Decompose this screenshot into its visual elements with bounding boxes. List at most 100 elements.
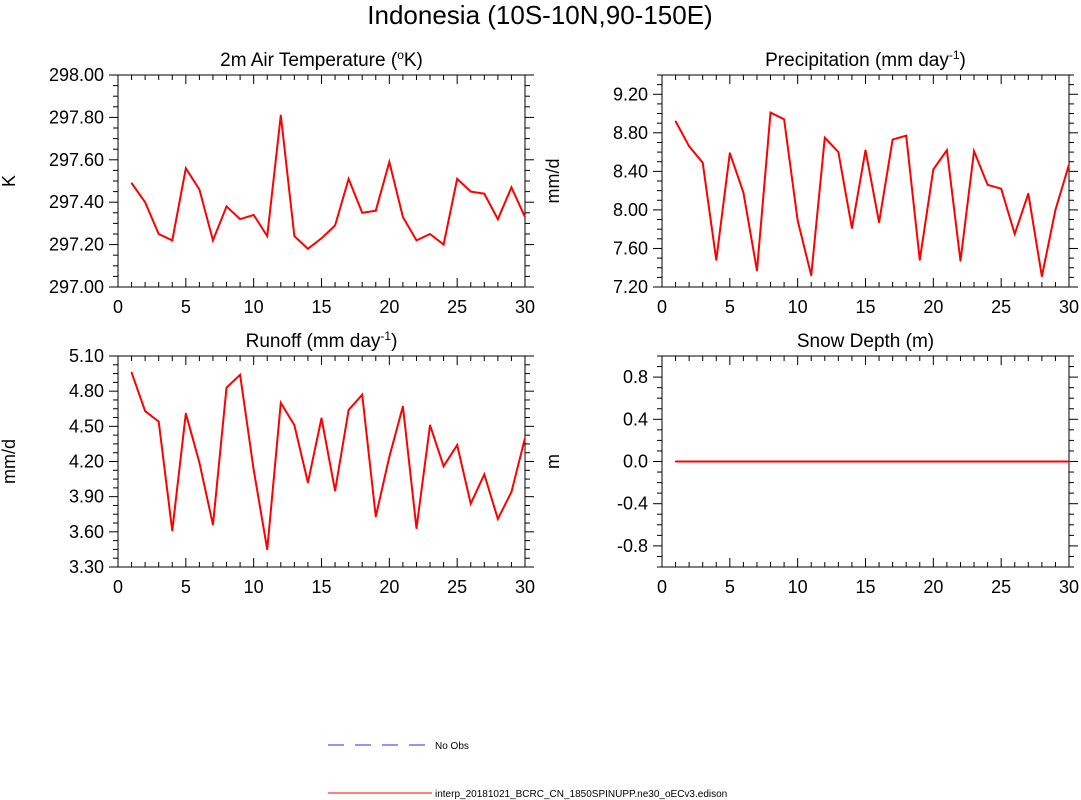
data-point	[1000, 187, 1002, 190]
data-point	[824, 136, 826, 139]
data-point	[266, 235, 269, 237]
data-point	[442, 465, 445, 467]
x-tick-label: 0	[113, 577, 123, 597]
data-point	[130, 371, 133, 374]
data-point	[1054, 460, 1057, 463]
data-point	[171, 239, 174, 242]
data-point	[307, 248, 309, 250]
chart-panels: 0 5 10 15 20 25 30 297.00 297.20 297.40 297.60 297.…	[0, 48, 1079, 597]
data-point	[144, 201, 146, 203]
y-axis-label: mm/d	[543, 159, 563, 204]
data-point	[1054, 209, 1057, 211]
y-tick-label: 3.30	[69, 557, 104, 577]
y-tick-label: 297.20	[49, 235, 104, 255]
y-tick-label: 8.40	[613, 161, 648, 181]
data-point	[171, 529, 174, 532]
plot-frame	[117, 355, 526, 568]
y-tick-label: 4.80	[69, 381, 104, 401]
data-point	[429, 424, 431, 426]
y-tick-label: 7.60	[613, 238, 648, 258]
figure-title: Indonesia (10S-10N,90-150E)	[367, 0, 712, 30]
data-point	[688, 145, 690, 148]
x-tick-label: 15	[855, 577, 875, 597]
data-point	[483, 473, 486, 476]
y-tick-label: 3.60	[69, 522, 104, 542]
y-tick-label: 8.80	[613, 123, 648, 143]
data-point	[1041, 275, 1043, 278]
data-point	[280, 402, 282, 404]
data-point	[320, 237, 323, 240]
panel-title-superscript: -1	[380, 329, 391, 343]
series-line	[674, 111, 1070, 277]
data-point	[185, 167, 187, 170]
data-point	[729, 152, 731, 154]
panel-title: 2m Air Temperature (oK)	[220, 48, 423, 71]
chart-panel-4: 0 5 10 15 20 25 30 -0.8 -0.4 0.0 0.4 0.8 m Snow Depth…	[543, 331, 1079, 597]
y-tick-label: 297.40	[49, 192, 104, 212]
data-point	[959, 260, 962, 262]
data-point	[388, 161, 391, 163]
data-point	[769, 460, 772, 463]
data-point	[1027, 460, 1030, 463]
x-tick-label: 30	[515, 297, 535, 317]
data-point	[415, 527, 418, 530]
y-tick-label: -0.4	[617, 494, 648, 514]
data-point	[266, 548, 269, 551]
data-point	[674, 460, 677, 463]
data-point	[891, 460, 894, 463]
x-tick-label: 15	[311, 577, 331, 597]
panel-title-text: Precipitation (mm day	[765, 50, 949, 71]
x-tick-label: 30	[1059, 297, 1079, 317]
data-point	[891, 138, 894, 141]
y-tick-label: 3.90	[69, 487, 104, 507]
data-point	[824, 460, 826, 463]
data-point	[932, 460, 935, 463]
data-point	[783, 460, 785, 463]
data-point	[374, 209, 377, 212]
data-point	[388, 456, 391, 458]
y-tick-label: 5.10	[69, 346, 104, 366]
data-point	[198, 461, 201, 464]
data-point	[212, 239, 214, 242]
data-point	[715, 460, 718, 463]
data-point	[837, 460, 840, 463]
data-point	[307, 481, 309, 484]
data-point	[524, 437, 526, 439]
data-point	[701, 460, 704, 463]
x-tick-label: 0	[113, 297, 123, 317]
data-point	[1068, 163, 1070, 166]
data-point	[402, 405, 404, 408]
x-tick-label: 30	[1059, 577, 1079, 597]
x-tick-label: 10	[788, 297, 808, 317]
x-tick-label: 5	[725, 577, 735, 597]
y-tick-label: -0.8	[617, 536, 648, 556]
x-tick-label: 5	[181, 297, 191, 317]
data-point	[973, 460, 975, 463]
data-point	[810, 460, 813, 463]
data-point	[185, 412, 187, 415]
x-tick-label: 20	[379, 577, 399, 597]
legend: No Obs interp_20181021_BCRC_CN_1850SPINUP…	[328, 741, 727, 800]
data-point	[374, 515, 377, 518]
x-tick-label: 10	[244, 577, 264, 597]
data-point	[510, 491, 513, 493]
panel-title-end: K)	[404, 50, 423, 71]
y-tick-label: 4.50	[69, 416, 104, 436]
x-tick-label: 5	[181, 577, 191, 597]
panel-title-superscript: -1	[949, 48, 960, 62]
data-point	[510, 186, 513, 189]
data-point	[729, 460, 731, 463]
series-line	[130, 372, 526, 550]
data-point	[756, 269, 758, 272]
x-tick-label: 25	[447, 297, 467, 317]
y-tick-label: 7.20	[613, 277, 648, 297]
chart-panel-3: 0 5 10 15 20 25 30 3.30 3.60 3.90 4.20 4.50 4.80 5.10…	[0, 329, 535, 597]
y-tick-label: 297.60	[49, 150, 104, 170]
data-point	[756, 460, 758, 463]
data-point	[959, 460, 962, 463]
data-point	[905, 460, 907, 463]
data-point	[851, 460, 853, 463]
data-point	[293, 235, 296, 237]
data-point	[1013, 233, 1016, 235]
data-point	[497, 518, 499, 520]
